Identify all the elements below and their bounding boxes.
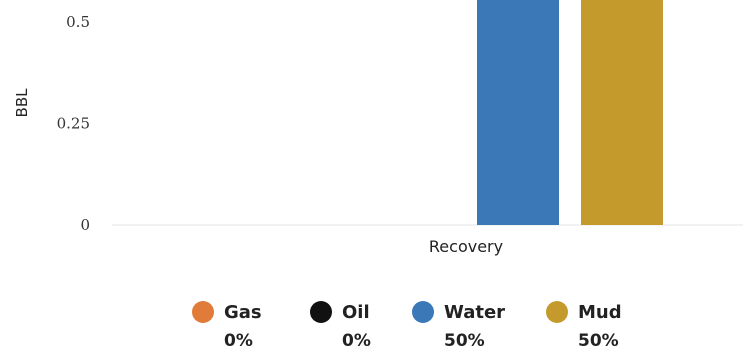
legend-series-name: Mud — [578, 301, 622, 323]
legend-item-water[interactable]: Water 50% — [412, 296, 505, 351]
legend-percent: 50% — [578, 331, 619, 351]
bar-series — [477, 0, 663, 225]
legend: Gas 0% Oil 0% Water 50% Mud 50% — [0, 296, 749, 359]
legend-item-gas[interactable]: Gas 0% — [192, 296, 262, 351]
legend-row: Water — [412, 296, 505, 328]
bar-water — [477, 0, 559, 225]
y-tick-label: 0 — [80, 216, 90, 234]
y-axis-ticks: 0 0.25 0.5 — [57, 13, 90, 234]
legend-color-swatch — [310, 301, 332, 323]
legend-percent: 0% — [342, 331, 371, 351]
y-axis-title: BBL — [13, 88, 31, 118]
legend-color-swatch — [546, 301, 568, 323]
legend-series-name: Gas — [224, 301, 262, 323]
legend-color-swatch — [412, 301, 434, 323]
legend-row: Oil — [310, 296, 371, 328]
chart-plot: 0 0.25 0.5 BBL Recovery — [13, 0, 743, 256]
legend-percent: 50% — [444, 331, 485, 351]
legend-item-oil[interactable]: Oil 0% — [310, 296, 371, 351]
legend-color-swatch — [192, 301, 214, 323]
y-tick-label: 0.25 — [57, 115, 90, 133]
bar-mud — [581, 0, 663, 225]
legend-series-name: Water — [444, 301, 506, 323]
category-label-recovery: Recovery — [429, 237, 503, 256]
legend-series-name: Oil — [342, 301, 370, 323]
y-tick-label: 0.5 — [66, 13, 90, 31]
legend-row: Mud — [546, 296, 622, 328]
legend-item-mud[interactable]: Mud 50% — [546, 296, 622, 351]
legend-row: Gas — [192, 296, 262, 328]
legend-percent: 0% — [224, 331, 253, 351]
